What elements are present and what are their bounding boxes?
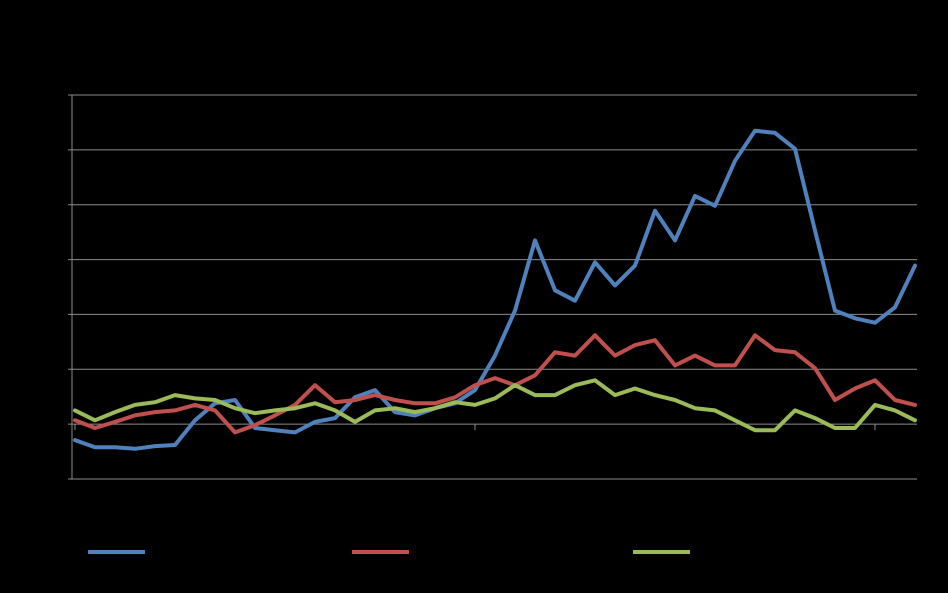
series-line bbox=[73, 333, 917, 435]
series-line bbox=[73, 378, 917, 433]
series-line bbox=[73, 128, 917, 451]
